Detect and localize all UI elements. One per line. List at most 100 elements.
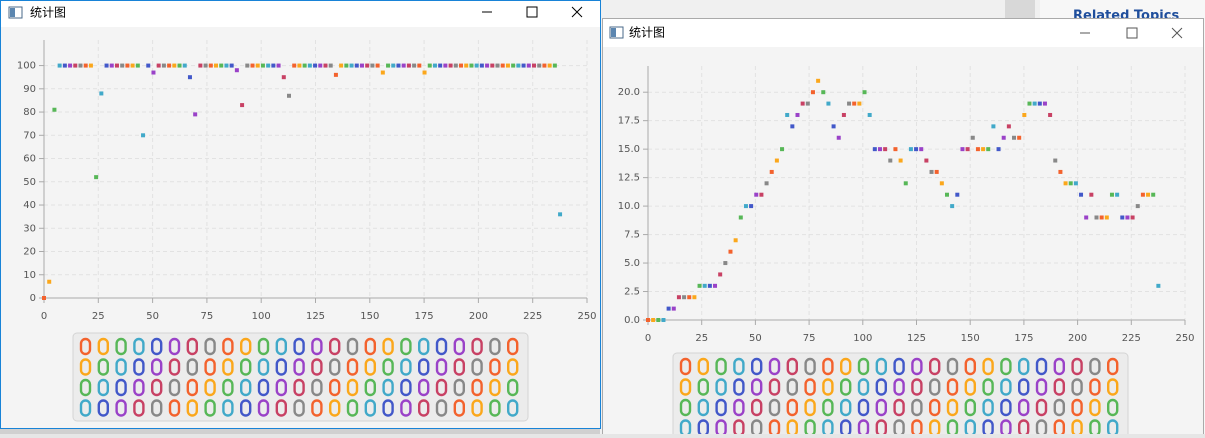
point xyxy=(975,147,980,152)
point xyxy=(318,63,323,68)
point xyxy=(474,63,479,68)
legend-symbol xyxy=(186,358,199,376)
point xyxy=(955,192,960,197)
point xyxy=(412,63,417,68)
point xyxy=(872,147,877,152)
point xyxy=(945,192,950,197)
legend-symbol xyxy=(400,378,412,397)
legend-symbol xyxy=(435,358,448,376)
point xyxy=(1084,215,1089,220)
point xyxy=(307,63,312,68)
legend-symbol xyxy=(239,358,252,376)
point xyxy=(396,63,401,68)
point xyxy=(914,147,919,152)
legend-symbol xyxy=(186,337,199,356)
legend-symbol xyxy=(346,378,359,397)
legend-symbol xyxy=(1018,378,1030,396)
legend-symbol xyxy=(751,357,763,376)
legend-symbol xyxy=(382,337,394,356)
legend-symbol xyxy=(364,399,376,417)
legend-symbol xyxy=(257,399,270,417)
x-tick-label: 0 xyxy=(41,311,47,322)
y-tick-label: 50 xyxy=(23,177,36,188)
y-tick-label: 30 xyxy=(23,223,36,234)
point xyxy=(713,283,718,288)
legend-symbol xyxy=(471,358,483,376)
legend-symbol xyxy=(786,357,798,376)
legend-symbol xyxy=(471,399,483,417)
legend-symbol xyxy=(964,398,976,417)
legend-symbol xyxy=(822,398,834,417)
point xyxy=(1017,135,1022,140)
legend-symbol xyxy=(204,399,216,417)
x-tick-label: 125 xyxy=(907,333,926,344)
legend-symbol xyxy=(875,357,887,376)
point xyxy=(950,204,955,209)
legend-symbol xyxy=(893,357,905,376)
maximize-button[interactable] xyxy=(526,6,538,18)
legend-symbol xyxy=(329,378,341,397)
point xyxy=(172,63,177,68)
point xyxy=(500,63,505,68)
point xyxy=(42,296,46,300)
legend-symbol xyxy=(768,357,781,376)
legend-symbol xyxy=(857,398,870,417)
legend-symbol xyxy=(382,399,394,417)
legend-symbol xyxy=(257,378,270,397)
point xyxy=(422,70,427,75)
point xyxy=(459,63,464,68)
point xyxy=(83,63,88,68)
legend-symbol xyxy=(1035,378,1048,396)
point xyxy=(109,63,114,68)
point xyxy=(908,147,913,152)
legend-symbol xyxy=(768,398,781,417)
y-tick-label: 10.0 xyxy=(618,201,640,212)
legend-symbol xyxy=(293,358,305,376)
legend-symbol xyxy=(489,378,501,397)
point xyxy=(532,63,537,68)
point xyxy=(260,63,265,68)
point xyxy=(723,261,728,266)
point xyxy=(490,63,495,68)
legend-symbol xyxy=(679,398,692,417)
x-tick-label: 225 xyxy=(1122,333,1141,344)
legend-symbol xyxy=(275,378,287,397)
legend-symbol xyxy=(857,378,870,396)
legend-symbol xyxy=(768,378,781,396)
legend-symbol xyxy=(435,378,448,397)
legend-symbol xyxy=(168,358,181,376)
point xyxy=(692,295,697,300)
point xyxy=(386,63,391,68)
point xyxy=(682,295,687,300)
point xyxy=(1073,181,1078,186)
point xyxy=(1099,215,1104,220)
x-tick-label: 150 xyxy=(360,311,379,322)
legend-symbol xyxy=(715,357,727,376)
legend-symbol xyxy=(204,378,216,397)
window-icon xyxy=(611,28,616,37)
legend xyxy=(72,332,529,422)
point xyxy=(354,63,359,68)
maximize-button[interactable] xyxy=(1126,27,1138,39)
y-tick-label: 20 xyxy=(23,247,36,258)
legend-symbol xyxy=(1106,378,1119,396)
close-button[interactable] xyxy=(571,6,583,18)
legend-symbol xyxy=(222,399,234,417)
y-tick-label: 0 xyxy=(30,293,36,304)
legend-symbol xyxy=(733,378,745,396)
point xyxy=(826,101,831,106)
y-tick-label: 5.0 xyxy=(624,258,640,269)
point xyxy=(883,147,888,152)
legend-symbol xyxy=(489,337,501,356)
legend-symbol xyxy=(893,398,905,417)
legend-symbol xyxy=(946,398,959,417)
x-tick-label: 75 xyxy=(803,333,816,344)
close-button[interactable] xyxy=(1171,27,1183,39)
point xyxy=(177,63,182,68)
point xyxy=(464,63,469,68)
point xyxy=(359,63,364,68)
point xyxy=(391,63,396,68)
legend-symbol xyxy=(507,378,519,397)
point xyxy=(877,147,882,152)
